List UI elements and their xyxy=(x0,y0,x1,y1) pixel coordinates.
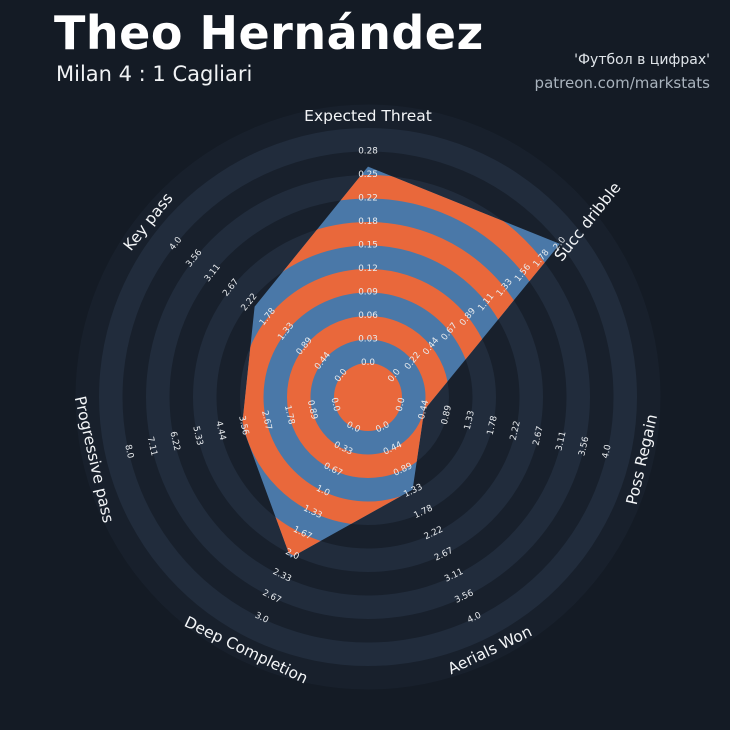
credit-patreon: patreon.com/markstats xyxy=(534,73,710,92)
axis-label-expected-threat: Expected Threat xyxy=(304,107,432,125)
tick-label: 3.56 xyxy=(236,415,250,437)
tick-label: 0.89 xyxy=(440,404,454,425)
tick-label: 0.15 xyxy=(358,241,378,251)
tick-label: 0.0 xyxy=(361,358,375,368)
tick-label: 6.22 xyxy=(167,431,181,452)
tick-label: 2.67 xyxy=(532,425,546,446)
tick-label: 0.0 xyxy=(328,397,341,413)
tick-label: 0.22 xyxy=(358,194,378,204)
tick-label: 0.28 xyxy=(358,147,378,157)
tick-label: 3.56 xyxy=(577,435,591,457)
tick-label: 0.09 xyxy=(358,288,378,298)
tick-label: 0.25 xyxy=(358,170,378,180)
match-subtitle: Milan 4 : 1 Cagliari xyxy=(56,62,253,86)
tick-label: 3.11 xyxy=(554,431,568,452)
tick-label: 5.33 xyxy=(190,425,204,446)
page-title: Theo Hernández xyxy=(54,6,484,60)
tick-label: 0.03 xyxy=(358,335,378,345)
tick-label: 0.89 xyxy=(305,399,319,420)
credit-brand: 'Футбол в цифрах' xyxy=(574,52,710,68)
tick-label: 2.22 xyxy=(509,420,523,441)
tick-label: 1.78 xyxy=(486,415,500,436)
tick-label: 2.67 xyxy=(259,410,273,431)
tick-label: 1.33 xyxy=(463,410,477,431)
tick-label: 0.44 xyxy=(417,399,431,421)
tick-label: 0.06 xyxy=(358,311,378,321)
credits-block: 'Футбол в цифрах' patreon.com/markstats xyxy=(535,50,710,95)
tick-label: 4.0 xyxy=(601,443,614,459)
tick-label: 7.11 xyxy=(145,436,159,457)
tick-label: 4.44 xyxy=(213,420,227,442)
tick-label: 8.0 xyxy=(122,444,135,460)
tick-label: 0.18 xyxy=(358,217,378,227)
tick-label: 0.12 xyxy=(358,264,378,274)
tick-label: 0.0 xyxy=(395,396,408,412)
tick-label: 1.78 xyxy=(282,404,296,425)
